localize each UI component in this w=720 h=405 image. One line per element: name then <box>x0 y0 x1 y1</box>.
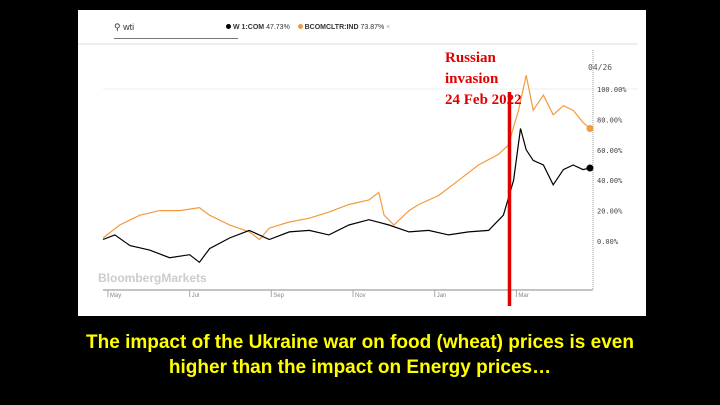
line-chart: 04/26 100.00% 80.00% 60.00% 40.00% 20.00% 0.00… <box>78 43 638 306</box>
series-line-w-1-com <box>102 128 591 264</box>
legend-dot <box>226 24 231 29</box>
caption-line-1: The impact of the Ukraine war on food (w… <box>86 332 634 353</box>
legend-item-wheat: W 1:COM 47.73% <box>226 24 290 31</box>
legend-dot <box>297 24 303 29</box>
search-icon: ⚲ <box>114 22 124 32</box>
remove-series-button[interactable]: × <box>386 24 391 31</box>
x-tick-label: Sep <box>273 293 284 299</box>
x-tick-label: Mar <box>518 293 528 299</box>
legend: W 1:COM 47.73% BCOMCLTR:IND 73.87% × <box>226 24 390 31</box>
y-tick-label: 0.00% <box>597 238 619 246</box>
caption-line-2: higher than the impact on Energy prices… <box>168 357 552 378</box>
x-tick-label: Jul <box>192 293 200 299</box>
y-tick-label: 80.00% <box>597 116 623 124</box>
date-label: 04/26 <box>588 63 612 72</box>
series-end-dot <box>586 164 594 172</box>
y-tick-label: 20.00% <box>597 208 623 216</box>
slide-caption: The impact of the Ukraine war on food (w… <box>0 330 720 380</box>
y-tick-label: 60.00% <box>597 147 623 155</box>
series-line-bcomcltr-ind <box>102 75 591 241</box>
y-tick-label: 40.00% <box>597 177 623 185</box>
y-tick-label: 100.00% <box>597 86 627 94</box>
x-tick-label: Jan <box>437 293 447 299</box>
search-input[interactable]: ⚲ wti <box>114 22 238 39</box>
chart-image: ⚲ wti W 1:COM 47.73% BCOMCLTR:IND 73.87%… <box>78 10 646 316</box>
x-tick-label: May <box>110 293 121 299</box>
watermark-logo: BloombergMarkets <box>98 271 207 285</box>
annotation-text: Russian <box>445 50 497 66</box>
x-tick-label: Nov <box>355 293 366 299</box>
series-end-dot <box>586 125 594 133</box>
legend-item-energy: BCOMCLTR:IND 73.87% × <box>297 24 391 31</box>
annotation-text: invasion <box>445 71 499 87</box>
annotation-text: 24 Feb 2022 <box>445 92 522 108</box>
